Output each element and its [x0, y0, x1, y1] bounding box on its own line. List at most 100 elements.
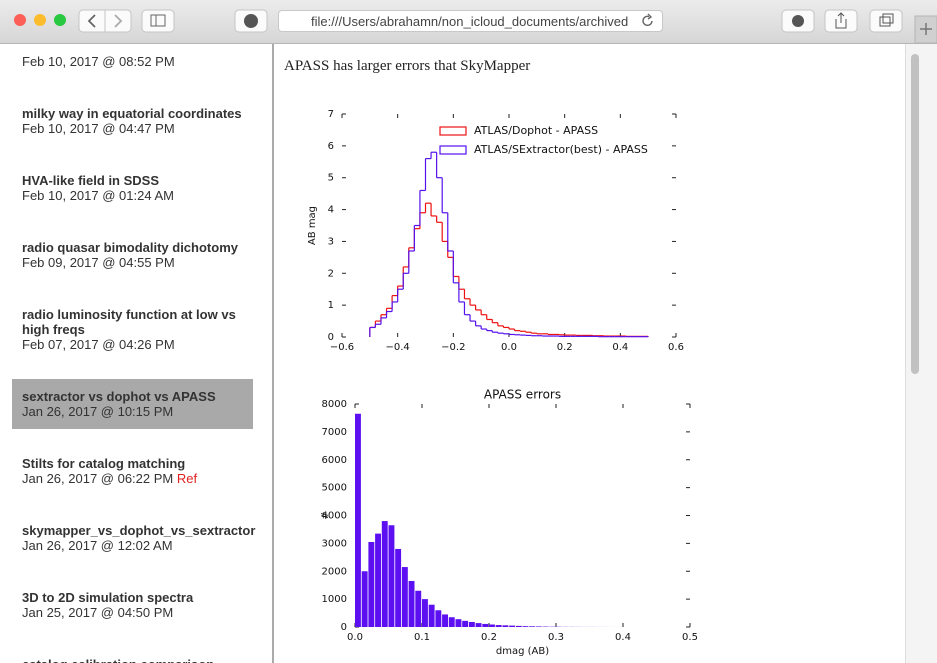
- y-tick-label: 1000: [322, 594, 347, 605]
- charts: −0.6 −0.4 −0.2 0.0 0.2 0.4 0.6 0 1 2 3 4 5 6 7 AB mag AT…: [307, 109, 698, 657]
- chart-title: APASS errors: [484, 388, 561, 402]
- download-icon: [792, 15, 804, 27]
- bar: [448, 617, 455, 627]
- date-text: Feb 10, 2017 @ 04:47 PM: [22, 121, 175, 136]
- plus-icon: [920, 23, 932, 35]
- heading: APASS has larger errors that SkyMapper: [284, 58, 531, 74]
- y-tick-label: 7: [328, 109, 334, 120]
- date-text: Feb 09, 2017 @ 04:55 PM: [22, 255, 175, 270]
- y-tick-label: 7000: [322, 427, 347, 438]
- entry[interactable]: Feb 10, 2017 @ 08:52 PM: [12, 44, 253, 79]
- bar: [381, 521, 388, 627]
- x-tick-label: −0.6: [330, 342, 354, 353]
- entry-date: Feb 10, 2017 @ 01:24 AM: [22, 188, 243, 203]
- bar: [388, 525, 395, 627]
- entry-date: Jan 26, 2017 @ 10:15 PM: [22, 404, 243, 419]
- entry[interactable]: radio luminosity function at low vs high…: [12, 297, 253, 362]
- tabs-button[interactable]: [869, 9, 903, 33]
- entry-title[interactable]: radio luminosity function at low vs high…: [22, 307, 236, 337]
- bar: [455, 619, 462, 627]
- y-tick-label: 8000: [322, 399, 347, 410]
- legend-label: ATLAS/Dophot - APASS: [474, 124, 598, 137]
- entry[interactable]: 3D to 2D simulation spectra Jan 25, 2017 …: [12, 580, 253, 630]
- y-tick-label: 2000: [322, 566, 347, 577]
- x-axis-label: dmag (AB): [496, 646, 549, 657]
- entry[interactable]: Stilts for catalog matching Jan 26, 2017 …: [12, 446, 253, 496]
- entry-date: Feb 10, 2017 @ 08:52 PM: [22, 54, 243, 69]
- y-tick-label: 2: [328, 268, 334, 279]
- bar: [522, 626, 529, 627]
- date-text: Jan 25, 2017 @ 04:50 PM: [22, 605, 174, 620]
- bar: [355, 413, 361, 627]
- x-tick-label: 0.0: [347, 632, 363, 643]
- entry-title[interactable]: radio quasar bimodality dichotomy: [22, 240, 238, 255]
- date-text: Feb 10, 2017 @ 08:52 PM: [22, 54, 175, 69]
- x-tick-label: 0.6: [668, 342, 684, 353]
- bar: [529, 626, 536, 627]
- bar: [482, 623, 489, 627]
- y-tick-label: 6000: [322, 455, 347, 466]
- bar: [509, 625, 515, 627]
- entry[interactable]: sextractor vs dophot vs APASS Jan 26, 201…: [12, 379, 253, 429]
- entry-title[interactable]: 3D to 2D simulation spectra: [22, 590, 194, 605]
- date-text: Feb 10, 2017 @ 01:24 AM: [22, 188, 174, 203]
- date-text: Jan 26, 2017 @ 06:22 PM: [22, 471, 174, 486]
- url-field[interactable]: file:///Users/abrahamn/non_icloud_docume…: [278, 10, 663, 32]
- toolbar: file:///Users/abrahamn/non_icloud_docume…: [0, 0, 937, 44]
- y-tick-label: 3000: [322, 538, 347, 549]
- x-tick-label: 0.0: [501, 342, 517, 353]
- sidebar-button[interactable]: [141, 9, 175, 33]
- bar: [468, 621, 475, 627]
- scrollbar[interactable]: [905, 44, 937, 663]
- entry[interactable]: radio quasar bimodality dichotomy Feb 09,…: [12, 230, 253, 280]
- bar: [361, 571, 368, 627]
- bar: [535, 626, 542, 627]
- x-tick-label: 0.1: [414, 632, 430, 643]
- bar: [442, 614, 448, 627]
- entry-title[interactable]: HVA-like field in SDSS: [22, 173, 160, 188]
- y-tick-label: 0: [341, 622, 347, 633]
- entry-title[interactable]: catalog calibration comparison sextracto…: [22, 657, 243, 663]
- content: APASS has larger errors that SkyMapper: [276, 44, 906, 663]
- legend-swatch: [439, 126, 467, 136]
- bar: [422, 599, 428, 627]
- url-text: file:///Users/abrahamn/non_icloud_docume…: [311, 14, 629, 29]
- entry-title[interactable]: skymapper_vs_dophot_vs_sextractor: [22, 523, 256, 538]
- bar: [502, 625, 509, 627]
- y-axis-label: AB mag: [307, 206, 318, 245]
- x-tick-label: −0.4: [386, 342, 410, 353]
- x-tick-label: −0.2: [441, 342, 465, 353]
- entry[interactable]: skymapper_vs_dophot_vs_sextractor Jan 26,…: [12, 513, 256, 563]
- entry-title[interactable]: Stilts for catalog matching: [22, 456, 186, 471]
- entry[interactable]: milky way in equatorial coordinates Feb 1…: [12, 96, 253, 146]
- zoom-button[interactable]: [54, 14, 66, 26]
- y-axis-label: #: [320, 511, 331, 519]
- entry-date: Feb 09, 2017 @ 04:55 PM: [22, 255, 243, 270]
- x-tick-label: 0.4: [612, 342, 628, 353]
- scroll-thumb[interactable]: [911, 54, 919, 374]
- bar: [375, 533, 381, 627]
- entry[interactable]: catalog calibration comparison sextracto…: [12, 647, 253, 663]
- y-tick-label: 1: [328, 300, 334, 311]
- entry-date: Feb 10, 2017 @ 04:47 PM: [22, 121, 243, 136]
- x-tick-label: 0.2: [481, 632, 497, 643]
- shield-icon: [244, 14, 258, 28]
- y-tick-label: 5: [328, 173, 334, 184]
- reload-icon[interactable]: [640, 13, 656, 29]
- bar: [462, 620, 469, 627]
- bar: [401, 567, 408, 627]
- entry[interactable]: HVA-like field in SDSS Feb 10, 2017 @ 01:…: [12, 163, 253, 213]
- minimize-button[interactable]: [34, 14, 46, 26]
- entry-title[interactable]: milky way in equatorial coordinates: [22, 106, 242, 121]
- entry-title[interactable]: sextractor vs dophot vs APASS: [22, 389, 216, 404]
- close-button[interactable]: [14, 14, 26, 26]
- entry-date: Jan 26, 2017 @ 12:02 AM: [22, 538, 243, 553]
- date-text: Jan 26, 2017 @ 12:02 AM: [22, 538, 173, 553]
- back-icon: [87, 14, 96, 28]
- bar: [368, 541, 375, 627]
- y-tick-label: 4000: [322, 511, 347, 522]
- ref-link[interactable]: Ref: [176, 471, 198, 486]
- bar: [475, 623, 482, 627]
- sidebar: Feb 10, 2017 @ 08:52 PM milky way in equa…: [0, 44, 274, 663]
